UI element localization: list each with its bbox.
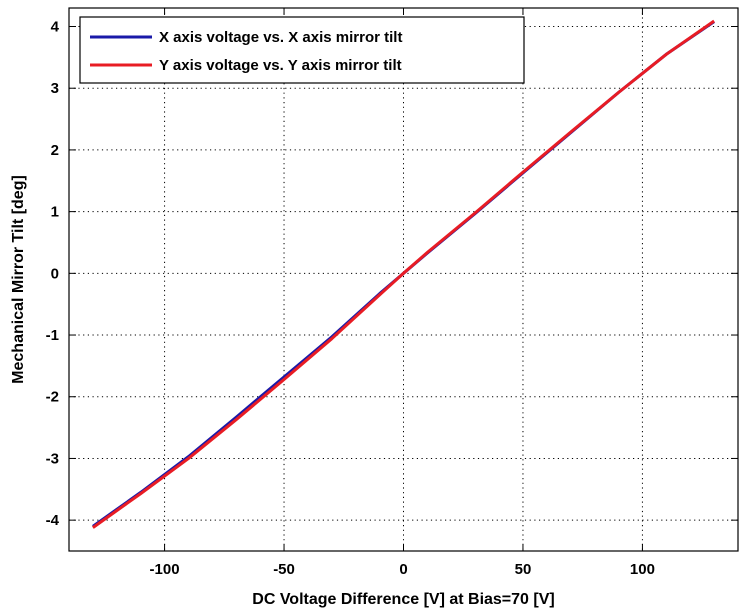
x-tick-label: 0 (399, 561, 407, 578)
y-tick-label: 0 (51, 265, 59, 282)
y-tick-label: -3 (46, 450, 59, 467)
y-tick-label: 3 (51, 80, 59, 97)
x-tick-label: 50 (515, 561, 532, 578)
series-line-1 (92, 19, 715, 529)
x-tick-labels: -100 -50 0 50 100 (150, 561, 655, 578)
y-tick-label: -1 (46, 327, 59, 344)
legend: X axis voltage vs. X axis mirror tilt Y … (79, 16, 525, 84)
x-axis-label: DC Voltage Difference [V] at Bias=70 [V] (252, 591, 554, 608)
y-tick-labels: -4 -3 -2 -1 0 1 2 3 4 (46, 19, 60, 530)
series-layer (92, 19, 715, 529)
legend-box (79, 16, 525, 84)
y-tick-label: 2 (51, 142, 59, 159)
y-axis-label: Mechanical Mirror Tilt [deg] (10, 175, 27, 384)
y-tick-label: -4 (46, 512, 60, 529)
y-tick-label: 1 (51, 204, 59, 221)
x-tick-label: -100 (150, 561, 180, 578)
x-tick-label: -50 (273, 561, 295, 578)
x-tick-label: 100 (630, 561, 655, 578)
legend-entry-x-axis: X axis voltage vs. X axis mirror tilt (159, 29, 402, 46)
legend-entry-y-axis: Y axis voltage vs. Y axis mirror tilt (159, 57, 402, 74)
y-tick-label: 4 (51, 19, 60, 36)
y-tick-label: -2 (46, 389, 59, 406)
tick-marks (69, 8, 738, 551)
